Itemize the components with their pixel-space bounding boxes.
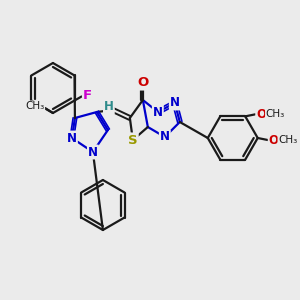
- Text: N: N: [160, 130, 170, 143]
- Text: CH₃: CH₃: [278, 135, 297, 145]
- Text: O: O: [269, 134, 279, 146]
- Text: CH₃: CH₃: [25, 101, 45, 111]
- Text: N: N: [153, 106, 163, 118]
- Text: S: S: [128, 134, 138, 146]
- Text: F: F: [83, 89, 92, 102]
- Text: CH₃: CH₃: [266, 109, 285, 119]
- Text: O: O: [137, 76, 148, 89]
- Text: O: O: [256, 108, 266, 121]
- Text: N: N: [88, 146, 98, 158]
- Text: H: H: [104, 100, 114, 113]
- Text: N: N: [170, 97, 180, 110]
- Text: N: N: [67, 131, 77, 145]
